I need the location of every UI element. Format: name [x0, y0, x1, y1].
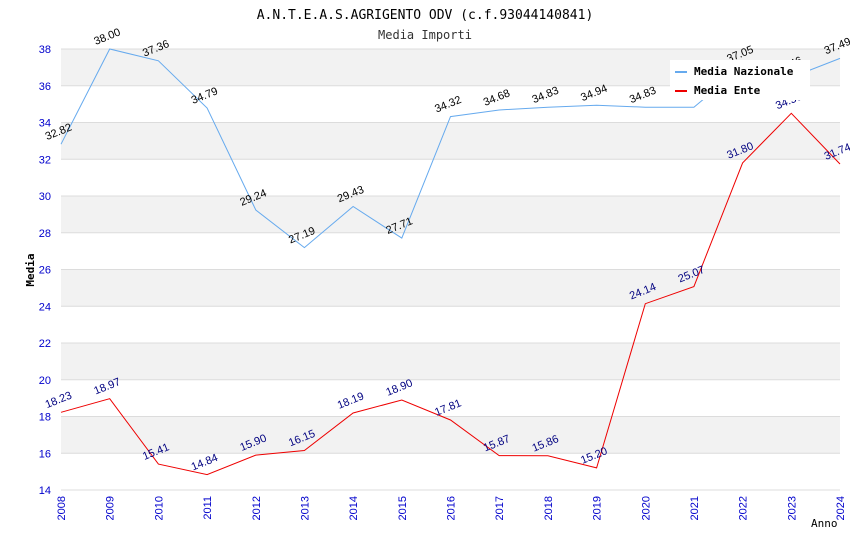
x-axis-ticks: 2008 2009 2010 2011 2012 2013 2014 2015 2016 2017…	[56, 496, 847, 520]
data-label-media-nazionale: 34.79	[190, 85, 220, 106]
x-tick-label: 2020	[640, 496, 652, 520]
grid-band	[61, 122, 840, 160]
y-tick-label: 34	[39, 118, 51, 130]
grid-lines	[61, 48, 840, 491]
y-tick-label: 16	[39, 448, 51, 460]
grid-band	[61, 343, 840, 380]
data-label-media-nazionale: 34.83	[531, 85, 561, 106]
y-tick-label: 18	[39, 412, 51, 424]
data-label-media-nazionale: 34.32	[433, 94, 463, 115]
data-label-media-ente: 18.23	[44, 390, 74, 411]
x-tick-label: 2017	[494, 496, 506, 520]
y-tick-label: 30	[39, 191, 51, 203]
grid-band	[61, 416, 840, 454]
x-tick-label: 2021	[689, 496, 701, 520]
grid-band	[61, 269, 840, 307]
grid-band	[61, 196, 840, 233]
x-tick-label: 2012	[251, 496, 263, 520]
y-tick-label: 32	[39, 154, 51, 166]
x-tick-label: 2015	[397, 496, 409, 520]
y-tick-label: 24	[39, 301, 51, 313]
x-tick-label: 2011	[202, 496, 214, 520]
y-tick-label: 26	[39, 265, 51, 277]
x-axis-label: Anno	[811, 517, 838, 530]
y-axis-label: Media	[24, 253, 37, 286]
legend-label-media-ente: Media Ente	[694, 84, 761, 97]
chart-subtitle: Media Importi	[378, 28, 472, 42]
y-tick-label: 38	[39, 44, 51, 56]
x-tick-label: 2019	[592, 496, 604, 520]
y-tick-label: 22	[39, 338, 51, 350]
series-line-media-ente	[60, 112, 841, 476]
data-label-media-ente: 18.90	[384, 377, 414, 398]
data-label-media-ente: 14.84	[190, 452, 220, 473]
legend-box	[670, 60, 810, 100]
x-tick-label: 2022	[738, 496, 750, 520]
x-tick-label: 2024	[835, 496, 847, 520]
y-tick-label: 14	[39, 485, 51, 497]
x-tick-label: 2008	[56, 496, 68, 520]
x-tick-label: 2023	[786, 496, 798, 520]
y-tick-label: 28	[39, 228, 51, 240]
x-tick-label: 2013	[299, 496, 311, 520]
y-axis-ticks: 14 16 18 20 22 24 26 28 30 32 34 36 38	[39, 44, 51, 497]
y-tick-label: 20	[39, 375, 51, 387]
x-tick-label: 2014	[348, 496, 360, 520]
x-tick-label: 2016	[446, 496, 458, 520]
data-label-media-nazionale: 34.68	[482, 87, 512, 108]
legend: Media Nazionale Media Ente	[670, 60, 810, 100]
data-label-media-nazionale: 34.83	[628, 85, 658, 106]
x-tick-label: 2010	[153, 496, 165, 520]
data-label-media-ente: 17.81	[433, 397, 463, 418]
data-label-media-ente: 18.19	[336, 390, 366, 411]
y-tick-label: 36	[39, 81, 51, 93]
chart-title: A.N.T.E.A.S.AGRIGENTO ODV (c.f.930441408…	[257, 8, 594, 23]
data-label-media-nazionale: 38.00	[92, 26, 122, 47]
legend-label-media-nazionale: Media Nazionale	[694, 65, 794, 78]
x-tick-label: 2018	[543, 496, 555, 520]
x-tick-label: 2009	[105, 496, 117, 520]
